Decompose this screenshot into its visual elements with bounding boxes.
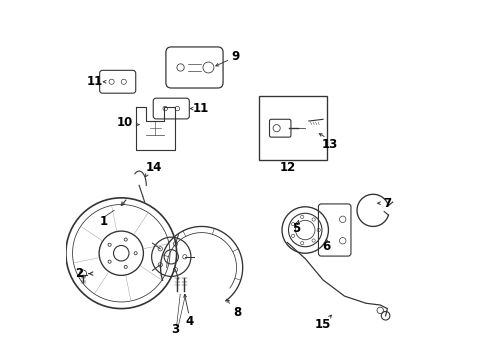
Text: 9: 9 [231, 50, 239, 63]
Text: 1: 1 [99, 215, 107, 228]
Text: 11: 11 [87, 75, 103, 88]
Text: 15: 15 [314, 318, 330, 331]
Bar [258, 96, 326, 160]
Text: 2: 2 [75, 267, 83, 280]
Text: 5: 5 [291, 222, 300, 235]
Text: 11: 11 [192, 102, 208, 115]
Text: 8: 8 [233, 306, 241, 319]
Text: 4: 4 [184, 315, 193, 328]
Text: 12: 12 [279, 161, 295, 174]
Text: 3: 3 [170, 323, 179, 336]
Text: 7: 7 [383, 197, 391, 210]
Text: 10: 10 [117, 116, 133, 129]
Text: 13: 13 [322, 138, 338, 151]
Text: 6: 6 [322, 240, 330, 253]
Text: 14: 14 [145, 161, 161, 174]
